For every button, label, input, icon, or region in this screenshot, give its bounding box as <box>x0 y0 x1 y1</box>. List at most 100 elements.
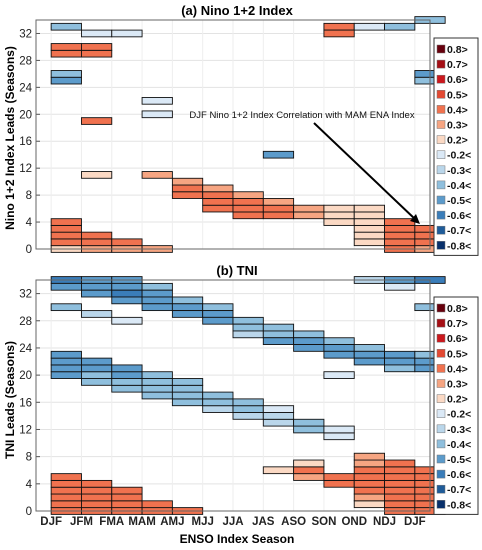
heatmap-cell <box>293 418 325 427</box>
heatmap-cell <box>232 405 264 413</box>
heatmap-cell <box>384 500 416 509</box>
y-tick-label: 12 <box>19 424 32 436</box>
heatmap-cell <box>384 218 416 226</box>
heatmap-cell <box>111 289 143 298</box>
heatmap-cell <box>232 211 264 220</box>
y-tick-label: 32 <box>19 289 32 301</box>
heatmap-cell <box>50 364 82 373</box>
heatmap-cell <box>384 282 416 291</box>
heatmap-cell <box>384 364 416 373</box>
heatmap-cell <box>81 238 113 247</box>
legend-swatch <box>436 59 446 69</box>
legend-swatch <box>436 409 446 418</box>
panel-b-title: (b) TNI <box>216 263 257 278</box>
heatmap-cell <box>141 282 173 291</box>
heatmap-cell <box>111 29 143 38</box>
heatmap-cell <box>111 238 143 247</box>
heatmap-cell <box>171 303 204 312</box>
legend-label: -0.3< <box>447 424 471 436</box>
legend-swatch <box>436 303 446 313</box>
legend-swatch <box>436 210 446 220</box>
heatmap-cell <box>50 238 82 247</box>
heatmap-cell <box>384 479 416 488</box>
heatmap-cell <box>141 384 173 393</box>
heatmap-cell <box>81 289 113 298</box>
legend-label: 0.8> <box>447 44 468 56</box>
legend-label: 0.7> <box>447 318 468 330</box>
heatmap-cell <box>323 22 355 31</box>
legend-label: -0.7< <box>447 484 471 496</box>
heatmap-cell <box>323 29 355 38</box>
legend-swatch <box>436 333 446 343</box>
heatmap-cell <box>323 211 355 220</box>
heatmap-cell <box>384 231 416 240</box>
heatmap-cell <box>384 473 416 481</box>
x-tick-label: JAS <box>252 516 275 528</box>
heatmap-cell <box>50 479 82 488</box>
heatmap-cell <box>141 500 173 509</box>
legend-swatch <box>436 120 446 129</box>
heatmap-cell <box>111 282 143 291</box>
y-tick-label: 8 <box>26 452 32 464</box>
heatmap-cell <box>384 459 416 468</box>
heatmap-cell <box>262 323 295 332</box>
y-tick-label: 0 <box>26 244 32 256</box>
legend-label: 0.3> <box>447 120 468 132</box>
heatmap-cell <box>353 459 385 468</box>
x-tick-label: SON <box>311 516 336 528</box>
x-tick-label: JJA <box>222 516 243 528</box>
x-tick-label: FMA <box>99 516 124 528</box>
heatmap-cell <box>293 330 325 339</box>
heatmap-cell <box>202 191 234 199</box>
panel-a-ylabel: Nino 1+2 Index Leads (Seasons) <box>3 46 17 230</box>
heatmap-cell <box>50 493 82 502</box>
legend-swatch <box>436 241 446 250</box>
heatmap-cell <box>111 316 143 325</box>
heatmap-cell <box>353 479 385 488</box>
heatmap-cell <box>81 171 113 179</box>
heatmap-cell <box>323 337 355 345</box>
y-tick-label: 16 <box>19 397 32 409</box>
heatmap-cell <box>141 289 173 298</box>
heatmap-cell <box>81 378 113 386</box>
legend-swatch <box>436 180 446 190</box>
heatmap-cell <box>171 184 204 193</box>
heatmap-cell <box>202 204 234 213</box>
panel-a-arrowhead <box>410 214 420 224</box>
y-tick-label: 32 <box>19 28 32 40</box>
legend-label: 0.4> <box>447 104 468 116</box>
y-tick-label: 20 <box>19 370 32 382</box>
heatmap-cell <box>81 117 113 125</box>
heatmap-cell <box>81 357 113 366</box>
heatmap-cell <box>50 22 82 31</box>
heatmap-cell <box>262 211 295 220</box>
heatmap-cell <box>81 371 113 379</box>
heatmap-cell <box>111 384 143 393</box>
heatmap-cell <box>323 350 355 359</box>
y-tick-label: 24 <box>19 343 32 355</box>
heatmap-cell <box>293 204 325 213</box>
heatmap-cell <box>384 238 416 247</box>
heatmap-cell <box>262 466 295 475</box>
y-tick-label: 28 <box>19 316 32 328</box>
heatmap-cell <box>232 191 264 199</box>
heatmap-cell <box>293 459 325 468</box>
legend-swatch <box>436 394 446 403</box>
x-axis-label: ENSO Index Season <box>180 532 295 546</box>
legend-swatch <box>436 44 446 54</box>
panel-b: (b) TNI TNI Leads (Seasons) 0 4 8 12 16 20 24 2… <box>3 263 446 546</box>
heatmap-cell <box>262 198 295 206</box>
panel-a: (a) Nino 1+2 Index Nino 1+2 Index Leads … <box>3 3 446 256</box>
heatmap-cell <box>353 224 385 233</box>
legend-label: -0.5< <box>447 195 471 207</box>
legend-label: 0.5> <box>447 348 468 360</box>
legend-b: 0.8> 0.7> 0.6> 0.5> 0.4> 0.3> 0.2> -0.2< -0.3< -0… <box>433 296 479 515</box>
heatmap-cell <box>141 110 173 119</box>
heatmap-cell <box>293 211 325 220</box>
legend-swatch <box>436 500 446 509</box>
y-tick-label: 8 <box>26 190 32 202</box>
panel-a-annotation: DJF Nino 1+2 Index Correlation with MAM … <box>189 110 414 121</box>
heatmap-cell <box>384 224 416 233</box>
heatmap-cell <box>353 22 385 31</box>
